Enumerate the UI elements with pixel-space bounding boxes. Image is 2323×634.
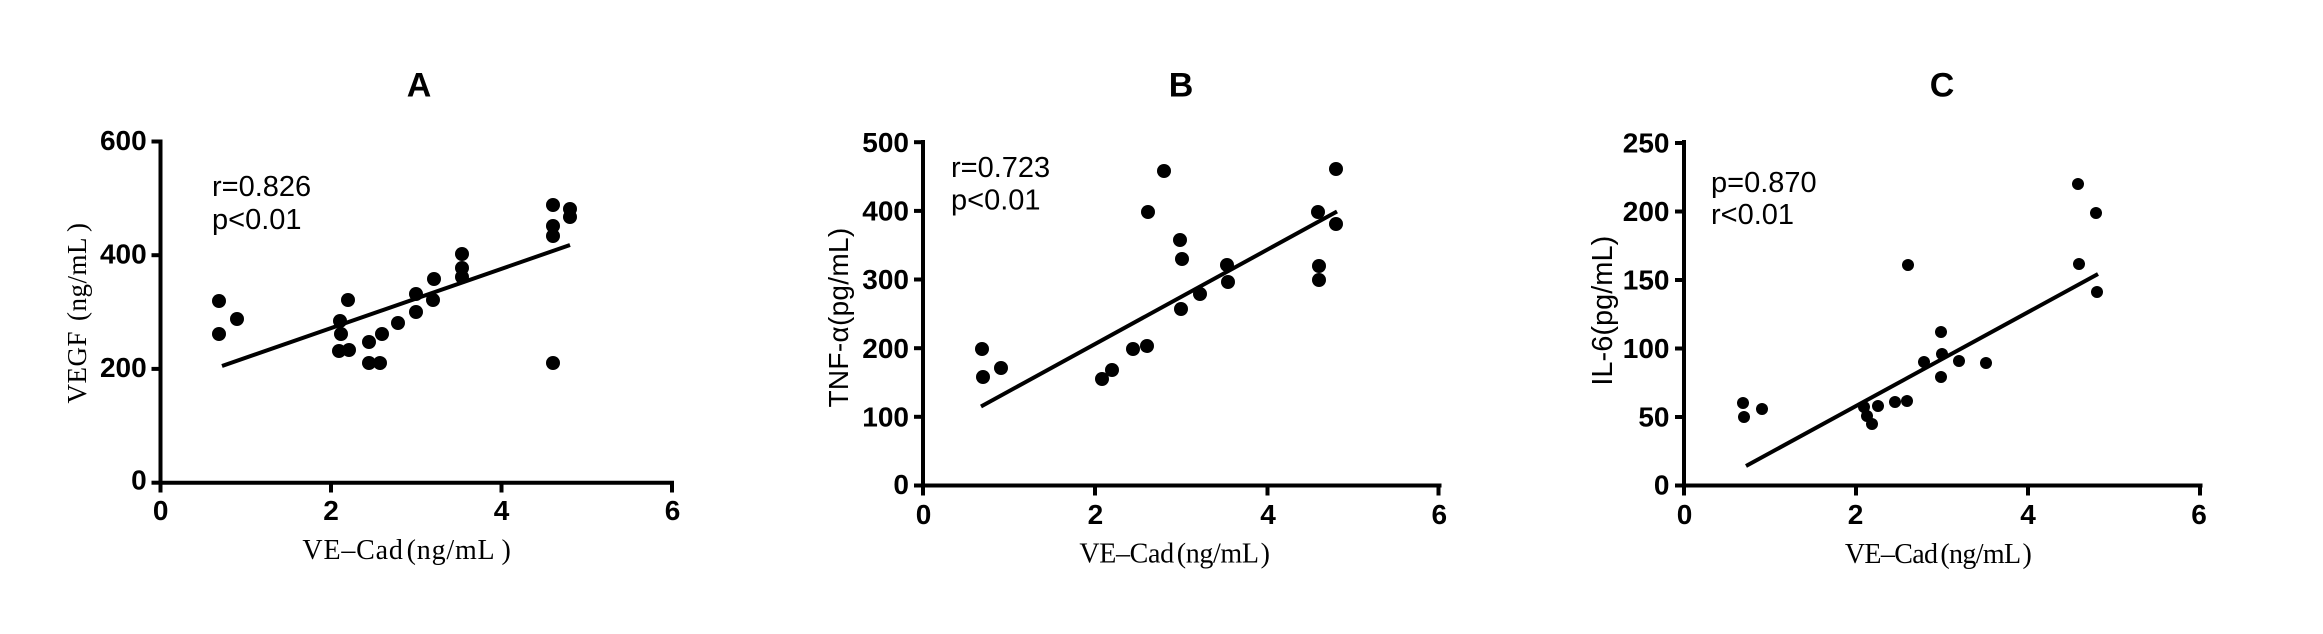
svg-text:p<0.01: p<0.01 — [951, 185, 1041, 217]
svg-text:r=0.826: r=0.826 — [212, 171, 311, 203]
svg-text:4: 4 — [2020, 499, 2036, 530]
svg-text:200: 200 — [1623, 196, 1670, 227]
svg-text:VE–Cad(ng/mL): VE–Cad (ng/mL) — [302, 535, 511, 566]
svg-text:6: 6 — [2191, 499, 2207, 530]
svg-text:0: 0 — [916, 499, 932, 530]
svg-text:500: 500 — [862, 127, 909, 158]
svg-text:600: 600 — [100, 125, 147, 156]
svg-text:B: B — [1169, 67, 1194, 105]
svg-text:p<0.01: p<0.01 — [212, 204, 302, 236]
svg-text:0: 0 — [153, 495, 169, 526]
svg-text:0: 0 — [893, 469, 909, 500]
svg-text:2: 2 — [323, 495, 339, 526]
svg-text:400: 400 — [862, 196, 909, 227]
svg-text:100: 100 — [862, 401, 909, 432]
svg-text:6: 6 — [1432, 499, 1448, 530]
svg-text:r=0.723: r=0.723 — [951, 152, 1050, 184]
svg-text:400: 400 — [100, 238, 147, 269]
svg-text:4: 4 — [1260, 499, 1276, 530]
svg-text:TNF-α(pg/mL): TNF-α(pg/mL) — [823, 227, 854, 407]
svg-text:IL-6(pg/mL): IL-6(pg/mL) — [1587, 236, 1619, 386]
svg-text:250: 250 — [1623, 128, 1670, 159]
svg-text:50: 50 — [1638, 402, 1669, 433]
svg-text:4: 4 — [494, 495, 510, 526]
svg-text:p=0.870: p=0.870 — [1711, 167, 1817, 199]
svg-text:2: 2 — [1848, 499, 1864, 530]
svg-text:A: A — [407, 67, 432, 105]
svg-text:0: 0 — [1654, 470, 1670, 501]
svg-text:200: 200 — [862, 333, 909, 364]
svg-text:r<0.01: r<0.01 — [1711, 199, 1794, 231]
svg-text:2: 2 — [1088, 499, 1104, 530]
svg-text:200: 200 — [100, 352, 147, 383]
svg-text:150: 150 — [1623, 265, 1670, 296]
svg-text:300: 300 — [862, 264, 909, 295]
svg-text:6: 6 — [665, 495, 681, 526]
svg-text:0: 0 — [1677, 499, 1693, 530]
svg-text:VEGF(ng/mL): VEGF(ng/mL) — [62, 222, 92, 403]
svg-text:0: 0 — [131, 465, 147, 496]
svg-text:C: C — [1930, 67, 1955, 105]
svg-text:100: 100 — [1623, 333, 1670, 364]
